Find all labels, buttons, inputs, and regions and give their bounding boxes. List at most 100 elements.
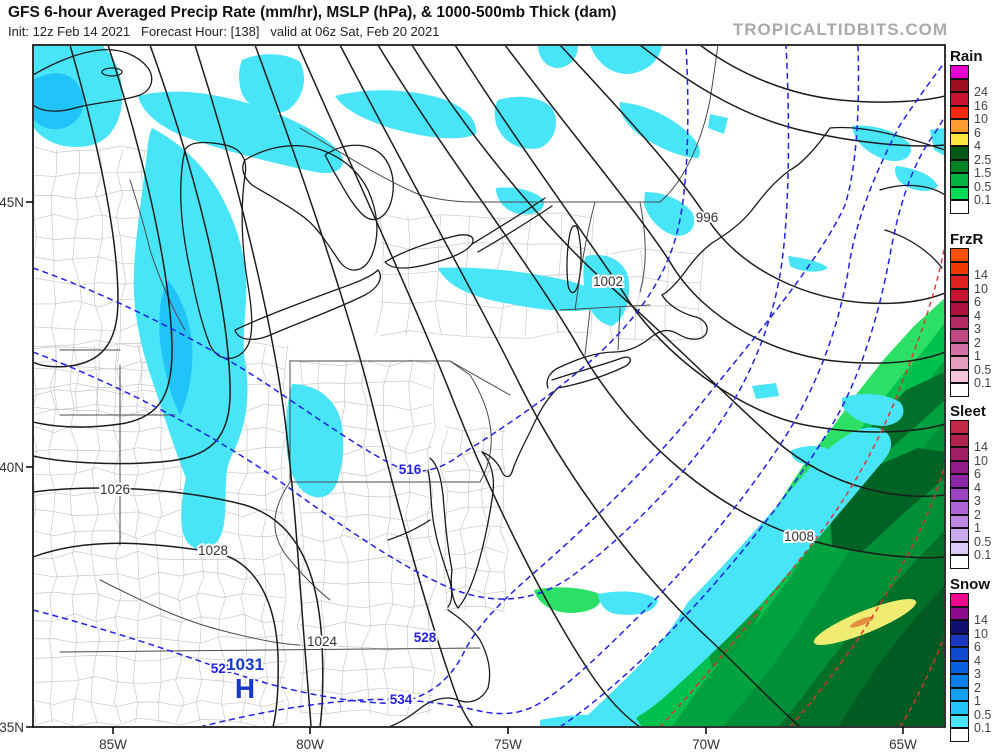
legend-swatch: [950, 714, 969, 728]
legend-swatch: [950, 528, 969, 542]
legend-value: 1: [974, 521, 981, 535]
lat-label: 45N: [0, 195, 24, 210]
legend-swatch: [950, 315, 969, 329]
axis-labels: 45N 40N 35N 85W 80W 75W 70W 65W: [0, 195, 917, 752]
lon-label: 75W: [494, 737, 522, 752]
legend-value: 3: [974, 667, 981, 681]
color-legend: Rain 24 16 10 6 4 2.5 1.5 0.5 0.1 FrzR 14 10 6 4 3 2 1 0.5…: [948, 0, 1000, 754]
mslp-label-1002: 1002: [593, 274, 623, 289]
legend-swatch: [950, 593, 969, 607]
legend-value: 4: [974, 653, 981, 668]
legend-value: 1: [974, 694, 981, 708]
legend-swatch: [950, 186, 969, 200]
mslp-label-1024: 1024: [307, 634, 338, 649]
high-pressure-symbol: H: [235, 673, 255, 704]
thickness-label-528: 528: [414, 630, 437, 645]
precip-shading: [34, 46, 944, 726]
legend-title-frzr: FrzR: [950, 231, 984, 248]
init-time: Init: 12z Feb 14 2021: [8, 24, 131, 39]
county-mesh: [294, 359, 438, 716]
legend-value: 2: [974, 680, 981, 695]
legend-value: 10: [974, 112, 988, 126]
legend-swatch: [950, 383, 969, 397]
legend-value: 0.1: [974, 376, 992, 390]
legend-swatch: [950, 501, 969, 515]
thickness-label-528: 528: [211, 661, 234, 676]
legend-value: 14: [974, 613, 988, 627]
legend-value: 4: [974, 308, 981, 323]
legend-value: 6: [974, 125, 981, 140]
legend-swatch: [950, 541, 969, 555]
legend-value: 6: [974, 640, 981, 654]
legend-value: 10: [974, 453, 988, 468]
forecast-hour: Forecast Hour: [138]: [141, 24, 260, 39]
legend-swatch: [950, 555, 969, 569]
legend-swatch: [950, 329, 969, 343]
thickness-label-516: 516: [399, 462, 422, 477]
legend-title-sleet: Sleet: [950, 403, 986, 420]
legend-value: 6: [974, 295, 981, 309]
mslp-label-996: 996: [696, 210, 719, 225]
legend-swatch: [950, 248, 969, 262]
legend-swatch: [950, 433, 969, 447]
legend-value: 2: [974, 507, 981, 522]
legend-swatch: [950, 447, 969, 461]
legend-swatch: [950, 487, 969, 501]
legend-value: 6: [974, 467, 981, 481]
legend-swatch: [950, 342, 969, 356]
legend-title-rain: Rain: [950, 48, 983, 65]
legend-title-snow: Snow: [950, 576, 990, 593]
legend-value: 14: [974, 440, 988, 454]
thickness-label-534: 534: [390, 692, 413, 707]
site-watermark: TROPICALTIDBITS.COM: [732, 20, 948, 39]
mslp-contours: [34, 46, 944, 726]
valid-time: valid at 06z Sat, Feb 20 2021: [270, 24, 440, 39]
county-borders: [34, 145, 705, 726]
legend-swatch: [950, 514, 969, 528]
map-title: GFS 6-hour Averaged Precip Rate (mm/hr),…: [8, 4, 617, 21]
legend-swatch: [950, 369, 969, 383]
legend-value: 2: [974, 335, 981, 350]
legend-value: 2.5: [974, 152, 992, 167]
high-pressure-value: 1031: [226, 655, 264, 674]
legend-swatch: [950, 105, 969, 119]
legend-swatch: [950, 159, 969, 173]
lon-label: 70W: [692, 737, 720, 752]
legend-swatch: [950, 261, 969, 275]
lon-label: 85W: [99, 737, 127, 752]
legend-value: 10: [974, 281, 988, 296]
legend-swatch: [950, 420, 969, 434]
map-frame: [32, 44, 946, 728]
legend-swatch: [950, 356, 969, 370]
lon-label: 80W: [296, 737, 324, 752]
legend-value: 1: [974, 349, 981, 363]
legend-swatch: [950, 78, 969, 92]
legend-value: 24: [974, 85, 988, 99]
legend-swatch: [950, 474, 969, 488]
legend-swatch: [950, 65, 969, 79]
map-subtitle: Init: 12z Feb 14 2021 Forecast Hour: [13…: [8, 24, 439, 39]
thickness-contours: [34, 46, 944, 726]
legend-swatch: [950, 674, 969, 688]
legend-swatch: [950, 132, 969, 146]
legend-swatch: [950, 606, 969, 620]
legend-swatch: [950, 275, 969, 289]
mslp-label-1026: 1026: [100, 482, 130, 497]
legend-value: 4: [974, 480, 981, 495]
legend-value: 0.5: [974, 362, 992, 377]
lat-label: 35N: [0, 720, 24, 735]
lon-label: 65W: [889, 737, 917, 752]
legend-value: 10: [974, 626, 988, 641]
legend-swatch: [950, 146, 969, 160]
legend-value: 14: [974, 268, 988, 282]
legend-swatch: [950, 620, 969, 634]
legend-value: 0.1: [974, 721, 992, 735]
legend-swatch: [950, 92, 969, 106]
legend-swatch: [950, 288, 969, 302]
legend-swatch: [950, 701, 969, 715]
legend-value: 1.5: [974, 166, 992, 180]
coastlines-and-borders: [34, 46, 944, 726]
legend-swatch: [950, 660, 969, 674]
